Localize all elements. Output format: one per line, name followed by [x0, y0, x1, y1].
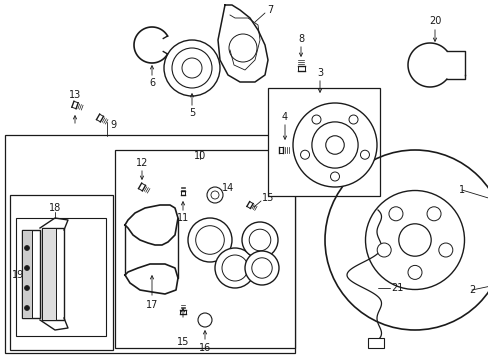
Text: 21: 21 [390, 283, 403, 293]
Text: 4: 4 [282, 112, 287, 122]
Circle shape [172, 48, 212, 88]
Circle shape [163, 40, 220, 96]
Circle shape [407, 265, 421, 279]
Circle shape [24, 266, 29, 270]
Bar [115, 150, 294, 348]
Circle shape [388, 207, 402, 221]
Circle shape [311, 115, 320, 124]
Text: 11: 11 [177, 213, 189, 223]
Text: 15: 15 [177, 337, 189, 347]
Text: 6: 6 [149, 78, 155, 88]
Text: 5: 5 [188, 108, 195, 118]
Bar [10, 195, 113, 350]
Text: 20: 20 [428, 16, 440, 26]
Circle shape [360, 150, 369, 159]
Circle shape [376, 243, 390, 257]
Circle shape [438, 243, 452, 257]
Circle shape [251, 258, 272, 278]
Text: 18: 18 [49, 203, 61, 213]
Circle shape [249, 229, 270, 251]
Bar [367, 338, 383, 348]
Text: 10: 10 [193, 151, 206, 161]
Circle shape [187, 218, 231, 262]
Text: 7: 7 [266, 5, 273, 15]
Circle shape [222, 255, 247, 281]
Text: 8: 8 [297, 34, 304, 44]
Text: 13: 13 [69, 90, 81, 100]
Bar [42, 228, 64, 320]
Text: 12: 12 [136, 158, 148, 168]
Bar [267, 88, 379, 196]
Circle shape [292, 103, 376, 187]
Circle shape [195, 226, 224, 254]
Text: 19: 19 [12, 270, 24, 280]
Circle shape [426, 207, 440, 221]
Circle shape [182, 58, 202, 78]
Text: 17: 17 [145, 300, 158, 310]
Circle shape [24, 306, 29, 310]
Bar [16, 218, 106, 336]
Circle shape [206, 187, 223, 203]
Text: 2: 2 [468, 285, 474, 295]
Circle shape [330, 172, 339, 181]
Bar [22, 230, 40, 318]
Circle shape [311, 122, 357, 168]
Circle shape [242, 222, 278, 258]
Circle shape [24, 246, 29, 251]
Circle shape [215, 248, 254, 288]
Circle shape [325, 136, 344, 154]
Text: 14: 14 [222, 183, 234, 193]
Text: 15: 15 [261, 193, 274, 203]
Circle shape [348, 115, 357, 124]
Circle shape [198, 313, 212, 327]
Bar [42, 228, 56, 320]
Circle shape [24, 285, 29, 291]
Bar [5, 135, 294, 353]
Text: 1: 1 [458, 185, 464, 195]
Bar [22, 230, 32, 318]
Text: 9: 9 [110, 120, 116, 130]
Circle shape [398, 224, 430, 256]
Text: 3: 3 [316, 68, 323, 78]
Text: 16: 16 [199, 343, 211, 353]
Circle shape [365, 190, 464, 289]
Circle shape [210, 191, 219, 199]
Circle shape [300, 150, 309, 159]
Circle shape [244, 251, 279, 285]
